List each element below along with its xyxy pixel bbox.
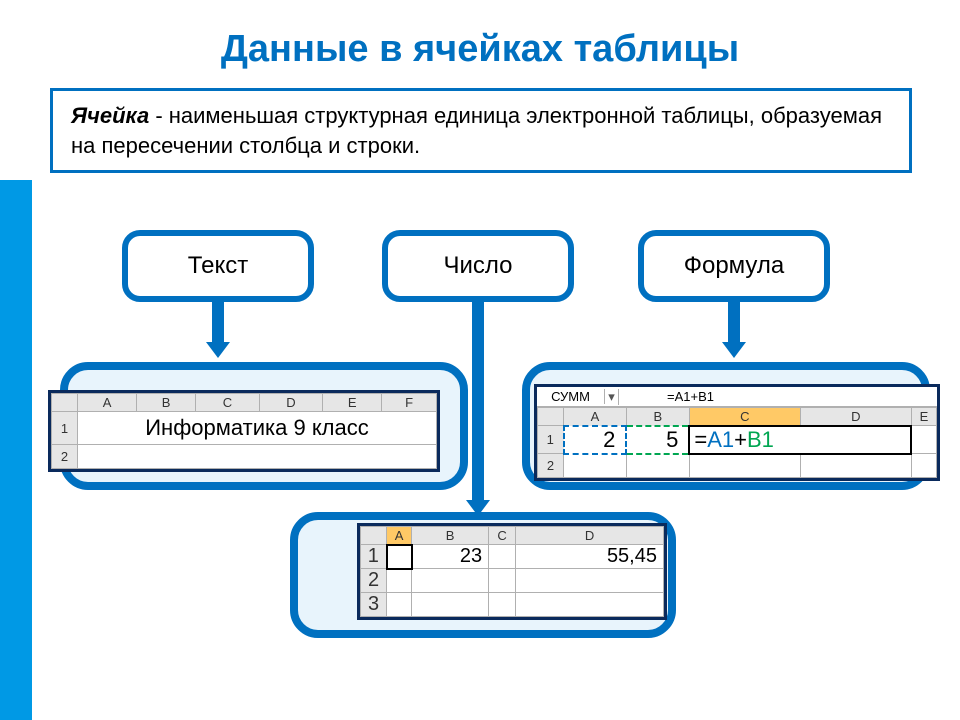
row-header: 2	[361, 569, 387, 593]
row-header: 1	[538, 426, 564, 454]
pill-formula: Формула	[638, 230, 830, 302]
sheet-number: A B C D 1 23 55,45 2 3	[357, 523, 667, 620]
row-header: 2	[538, 454, 564, 478]
sheet-text: A B C D E F 1 Информатика 9 класс 2	[48, 390, 440, 472]
left-stripe	[0, 180, 32, 720]
sheet-formula: СУММ ▾ =A1+B1 A B C D E 1 2 5 =A1+B1 2	[534, 384, 940, 481]
arrow-text	[206, 302, 230, 358]
dropdown-icon: ▾	[605, 389, 619, 405]
col-header: F	[382, 394, 437, 412]
definition-term: Ячейка	[71, 103, 149, 128]
definition-text: - наименьшая структурная единица электро…	[71, 103, 882, 158]
pill-text: Текст	[122, 230, 314, 302]
row-header: 1	[361, 545, 387, 569]
row-header: 1	[52, 412, 78, 445]
cell-a1: 2	[564, 426, 627, 454]
cell: 55,45	[516, 545, 664, 569]
col-header: B	[412, 527, 489, 545]
col-header: C	[489, 527, 516, 545]
cell-c1-formula: =A1+B1	[689, 426, 911, 454]
name-box-row: СУММ ▾ =A1+B1	[537, 387, 937, 407]
formula-bar: =A1+B1	[619, 389, 937, 404]
row-header: 3	[361, 593, 387, 617]
col-header: E	[911, 408, 936, 426]
cell-b1: 5	[626, 426, 689, 454]
col-header: D	[516, 527, 664, 545]
arrow-formula	[722, 302, 746, 358]
row-header: 2	[52, 445, 78, 469]
cell-merged: Информатика 9 класс	[78, 412, 437, 445]
col-header: A	[78, 394, 137, 412]
col-header: D	[259, 394, 322, 412]
col-header: D	[800, 408, 911, 426]
col-header: A	[387, 527, 412, 545]
col-header: E	[323, 394, 382, 412]
col-header: B	[626, 408, 689, 426]
cell	[489, 545, 516, 569]
cell	[387, 545, 412, 569]
pill-number: Число	[382, 230, 574, 302]
definition-box: Ячейка - наименьшая структурная единица …	[50, 88, 912, 173]
name-box: СУММ	[537, 389, 605, 404]
col-header: C	[196, 394, 259, 412]
cell: 23	[412, 545, 489, 569]
col-header: A	[564, 408, 627, 426]
page-title: Данные в ячейках таблицы	[0, 0, 960, 71]
arrow-number	[466, 302, 490, 516]
col-header: B	[137, 394, 196, 412]
col-header: C	[689, 408, 800, 426]
